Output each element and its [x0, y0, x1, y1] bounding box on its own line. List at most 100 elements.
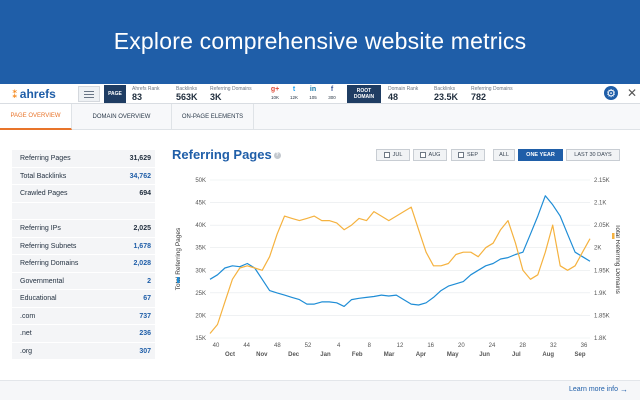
metric-label: Total Backlinks — [20, 172, 67, 180]
x-week-tick-label: 48 — [274, 343, 281, 349]
arrow-right-icon[interactable]: → — [620, 385, 628, 394]
y-left-tick-label: 20K — [195, 313, 206, 319]
x-month-tick-label: Nov — [256, 352, 268, 358]
tab-domain-overview[interactable]: DOMAIN OVERVIEW — [72, 104, 172, 130]
help-icon[interactable]: ? — [273, 152, 281, 160]
metric-row: .net 236 — [12, 325, 155, 343]
jul-checkbox[interactable]: JUL — [376, 149, 410, 161]
menu-icon[interactable] — [78, 86, 100, 102]
metric-label: Referring Pages — [20, 155, 71, 162]
referring-pages-chart: 15K 20K 25K 30K 35K 40K 45K 50K 1.8K 1.85K 1.9K 1.9… — [175, 178, 620, 358]
sep-checkbox[interactable]: SEP — [451, 149, 485, 161]
ahrefs-logo[interactable]: ⁑ ahrefs — [12, 86, 56, 102]
metric-value[interactable]: 2 — [147, 277, 151, 285]
x-week-tick-label: 12 — [397, 343, 404, 349]
y-right-tick-label: 1.85K — [594, 313, 610, 319]
metric-value[interactable]: 1,678 — [133, 242, 151, 250]
y-right-tick-label: 1.9K — [594, 291, 606, 297]
legend-swatch-referring-pages — [177, 277, 180, 283]
y-left-tick-label: 40K — [195, 223, 206, 229]
x-week-tick-label: 36 — [581, 343, 588, 349]
gear-icon[interactable]: ⚙ — [604, 86, 618, 100]
checkbox-icon — [419, 152, 426, 158]
metric-row: .com 737 — [12, 307, 155, 325]
metric-value[interactable]: 2,028 — [133, 260, 151, 267]
x-month-tick-label: Jul — [512, 352, 521, 358]
y-right-tick-label: 2.1K — [594, 201, 606, 207]
chart-title: Referring Pages? — [172, 147, 281, 162]
x-week-tick-label: 4 — [337, 343, 341, 349]
metric-row: Governmental 2 — [12, 272, 155, 290]
metric-label: .net — [20, 330, 32, 337]
x-month-tick-label: Mar — [384, 352, 395, 358]
chart-title-text: Referring Pages — [172, 147, 272, 162]
metric-value[interactable]: 67 — [143, 295, 151, 302]
facebook-share[interactable]: f 300 — [325, 86, 339, 102]
x-week-tick-label: 24 — [489, 343, 496, 349]
tab-bar: PAGE OVERVIEW DOMAIN OVERVIEW ON-PAGE EL… — [0, 104, 640, 130]
twitter-share[interactable]: t 12K — [287, 86, 301, 102]
checkbox-icon — [457, 152, 464, 158]
range-one-year-button[interactable]: ONE YEAR — [518, 149, 563, 161]
metric-value[interactable]: 34,762 — [129, 172, 151, 180]
google-plus-share[interactable]: g+ 10K — [268, 86, 282, 102]
metric-row: Total Backlinks 34,762 — [12, 167, 155, 185]
linkedin-icon: in — [309, 86, 317, 93]
linkedin-share[interactable]: in 105 — [306, 86, 320, 102]
metric-label: Educational — [20, 295, 57, 302]
root-domain-tag[interactable]: ROOT DOMAIN — [347, 85, 381, 103]
tab-on-page-elements[interactable]: ON-PAGE ELEMENTS — [172, 104, 254, 130]
metric-value: 694 — [139, 190, 151, 197]
metric-row: Referring IPs 2,025 — [12, 220, 155, 238]
y-right-tick-label: 1.8K — [594, 336, 606, 342]
x-week-tick-label: 40 — [213, 343, 220, 349]
tab-page-overview[interactable]: PAGE OVERVIEW — [0, 104, 72, 130]
metric-value: 2,025 — [133, 225, 151, 232]
y-right-tick-label: 2K — [594, 246, 601, 252]
metric-row: Educational 67 — [12, 290, 155, 308]
metric-label: Crawled Pages — [20, 190, 68, 197]
series-line-referring-pages — [209, 195, 591, 307]
x-week-tick-label: 32 — [550, 343, 557, 349]
hero-title: Explore comprehensive website metrics — [113, 28, 527, 54]
metric-label: .com — [20, 312, 36, 320]
x-month-tick-label: Oct — [225, 352, 235, 358]
close-icon[interactable]: ✕ — [627, 86, 638, 100]
metric-row: Referring Subnets 1,678 — [12, 237, 155, 255]
x-month-tick-label: Dec — [288, 352, 300, 358]
ahrefs-toolbar: ⁑ ahrefs PAGE Ahrefs Rank 83 Backlinks 563K… — [0, 84, 640, 104]
metric-value[interactable]: 236 — [139, 330, 151, 337]
x-month-tick-label: Jan — [320, 352, 331, 358]
page-tag[interactable]: PAGE — [104, 85, 126, 103]
metric-label: Referring IPs — [20, 225, 61, 232]
metric-spacer — [12, 202, 155, 220]
metric-row: Referring Pages 31,629 — [12, 150, 155, 168]
range-last-30-days-button[interactable]: LAST 30 DAYS — [566, 149, 620, 161]
metrics-table: Referring Pages 31,629 Total Backlinks 34,7… — [12, 150, 155, 360]
metric-row: Crawled Pages 694 — [12, 185, 155, 203]
x-week-tick-label: 44 — [243, 343, 250, 349]
y-left-tick-label: 35K — [195, 246, 206, 252]
y-right-tick-label: 2.15K — [594, 178, 610, 184]
ahrefs-logo-icon: ⁑ — [12, 88, 18, 101]
metric-value[interactable]: 737 — [139, 312, 151, 320]
x-month-tick-label: Sep — [574, 352, 585, 358]
y-left-tick-label: 50K — [195, 178, 206, 184]
checkbox-icon — [383, 152, 390, 158]
y-right-axis-label: Total Referring Domains — [614, 224, 620, 294]
metric-row: .org 307 — [12, 342, 155, 360]
metric-value[interactable]: 307 — [139, 347, 151, 355]
x-month-tick-label: Apr — [416, 352, 427, 358]
x-month-tick-label: Feb — [352, 352, 363, 358]
legend-swatch-referring-domains — [612, 233, 615, 239]
y-left-axis-label: Total Referring Pages — [175, 227, 182, 290]
footer-bar — [0, 380, 640, 400]
aug-checkbox[interactable]: AUG — [413, 149, 447, 161]
metric-label: Governmental — [20, 277, 64, 285]
x-week-tick-label: 28 — [519, 343, 526, 349]
y-left-tick-label: 15K — [195, 336, 206, 342]
y-left-tick-label: 45K — [195, 201, 206, 207]
learn-more-link[interactable]: Learn more info — [568, 386, 618, 393]
range-all-button[interactable]: ALL — [493, 149, 515, 161]
metric-label: Referring Domains — [20, 260, 79, 267]
